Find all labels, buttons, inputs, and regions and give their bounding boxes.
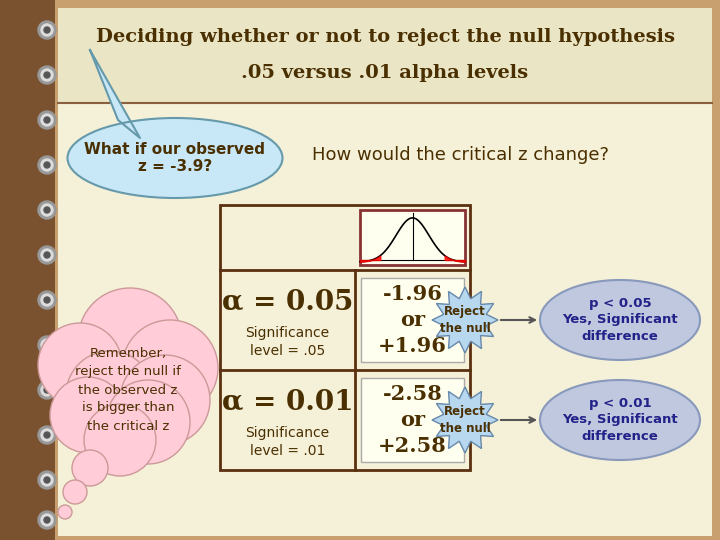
Circle shape (38, 156, 56, 174)
Circle shape (44, 162, 50, 168)
Circle shape (38, 323, 122, 407)
Circle shape (120, 355, 210, 445)
Bar (361, 278, 464, 362)
Circle shape (41, 429, 53, 441)
Bar (0, 0, 55, 540)
Text: Significance
level = .01: Significance level = .01 (246, 426, 330, 458)
Circle shape (41, 24, 53, 36)
Circle shape (44, 27, 50, 33)
Circle shape (72, 450, 108, 486)
Text: α = 0.05: α = 0.05 (222, 288, 354, 315)
Circle shape (38, 336, 56, 354)
Bar (360, 210, 465, 265)
Circle shape (38, 471, 56, 489)
Circle shape (44, 297, 50, 303)
Text: What if our observed
z = -3.9?: What if our observed z = -3.9? (84, 142, 266, 174)
Circle shape (38, 426, 56, 444)
Circle shape (38, 246, 56, 264)
Polygon shape (432, 287, 498, 353)
Circle shape (38, 511, 56, 529)
Ellipse shape (540, 280, 700, 360)
Circle shape (41, 474, 53, 486)
Circle shape (41, 339, 53, 351)
Circle shape (44, 477, 50, 483)
Text: p < 0.05
Yes, Significant
difference: p < 0.05 Yes, Significant difference (562, 296, 678, 343)
Circle shape (50, 377, 126, 453)
Circle shape (38, 381, 56, 399)
Circle shape (66, 351, 154, 439)
Circle shape (58, 505, 72, 519)
Ellipse shape (540, 380, 700, 460)
Circle shape (41, 384, 53, 396)
Circle shape (122, 320, 218, 416)
Circle shape (84, 404, 156, 476)
Circle shape (41, 204, 53, 216)
Ellipse shape (68, 118, 282, 198)
Bar (220, 205, 470, 470)
Text: α = 0.01: α = 0.01 (222, 388, 354, 415)
Circle shape (38, 21, 56, 39)
Circle shape (44, 517, 50, 523)
Text: Reject
the null: Reject the null (440, 306, 490, 334)
Circle shape (44, 342, 50, 348)
Polygon shape (90, 50, 140, 138)
Polygon shape (432, 387, 498, 453)
Circle shape (78, 288, 182, 392)
Circle shape (63, 480, 87, 504)
Circle shape (41, 69, 53, 81)
Text: .05 versus .01 alpha levels: .05 versus .01 alpha levels (241, 64, 528, 82)
Circle shape (41, 159, 53, 171)
Circle shape (44, 387, 50, 393)
Circle shape (44, 117, 50, 123)
Bar (58, 8, 712, 103)
Circle shape (44, 432, 50, 438)
Text: Reject
the null: Reject the null (440, 406, 490, 435)
Text: -1.96
or
+1.96: -1.96 or +1.96 (378, 284, 447, 356)
Circle shape (38, 201, 56, 219)
Circle shape (41, 514, 53, 526)
Text: Remember,
reject the null if
the observed z
is bigger than
the critical z: Remember, reject the null if the observe… (75, 348, 181, 433)
Text: -2.58
or
+2.58: -2.58 or +2.58 (378, 383, 447, 456)
Circle shape (41, 249, 53, 261)
Circle shape (106, 380, 190, 464)
Text: Significance
level = .05: Significance level = .05 (246, 326, 330, 358)
Circle shape (38, 111, 56, 129)
Circle shape (41, 114, 53, 126)
Bar (361, 378, 464, 462)
Text: How would the critical z change?: How would the critical z change? (312, 146, 608, 164)
Text: Deciding whether or not to reject the null hypothesis: Deciding whether or not to reject the nu… (96, 28, 675, 45)
Circle shape (38, 66, 56, 84)
Circle shape (44, 252, 50, 258)
Text: p < 0.01
Yes, Significant
difference: p < 0.01 Yes, Significant difference (562, 396, 678, 443)
Circle shape (44, 72, 50, 78)
Circle shape (44, 207, 50, 213)
Circle shape (41, 294, 53, 306)
Circle shape (38, 291, 56, 309)
